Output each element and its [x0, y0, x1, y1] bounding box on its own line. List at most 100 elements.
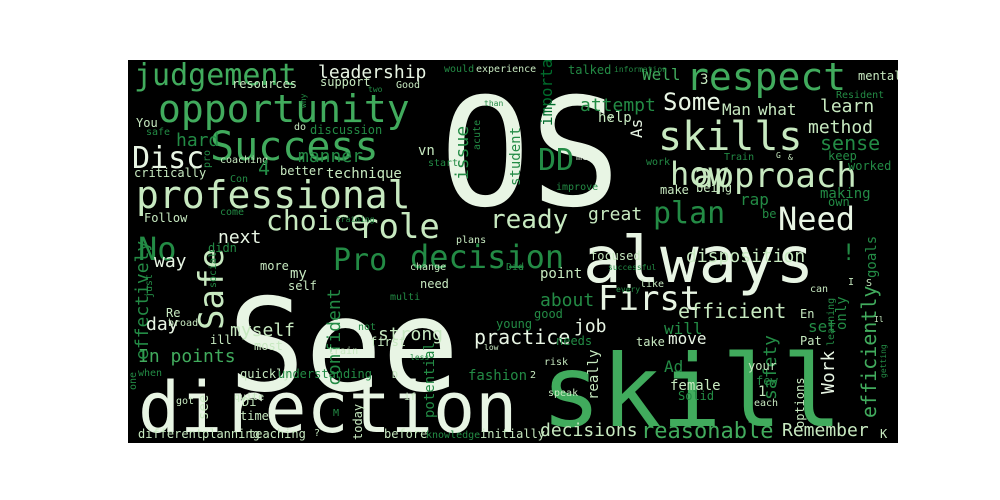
word-efficient: efficient [678, 299, 786, 323]
word-see: See [228, 272, 459, 421]
word-direction: direction [138, 367, 517, 443]
word-decision: decision [410, 238, 564, 276]
word-4: 4 [258, 156, 270, 180]
word-options: options [793, 377, 807, 428]
word-safety: safety [760, 335, 781, 400]
word-just: just [144, 274, 155, 298]
word-dd: DD [538, 143, 574, 178]
word-hard: hard [176, 130, 219, 151]
word-di: Di [242, 395, 256, 409]
word-more: more [260, 259, 289, 273]
word-today: today [351, 404, 365, 440]
word-self: self [288, 279, 317, 293]
word-disposition: disposition [686, 246, 805, 267]
word-can: can [810, 284, 828, 295]
word-follow: Follow [144, 211, 188, 225]
word-method: method [808, 117, 873, 138]
word-cloud: See OS skill always direction opportunity prof… [128, 60, 898, 443]
word-respect: respect [686, 60, 846, 99]
word-young: young [496, 317, 532, 331]
word-plans: plans [456, 235, 486, 246]
word-solid: Solid [678, 389, 714, 403]
word-be: be [762, 207, 776, 221]
word-really: really [586, 349, 602, 400]
word-good: good [534, 307, 563, 321]
word-before: before [384, 427, 427, 441]
word-no: No [138, 230, 177, 268]
word-my: my [290, 266, 307, 282]
word-what: what [758, 100, 797, 119]
word-like: like [640, 279, 664, 290]
word-critically: critically [134, 166, 206, 180]
word-training: training [336, 215, 375, 224]
word-than: than [484, 99, 503, 108]
word-didn: didn [208, 241, 237, 255]
word-quite: quite [234, 392, 264, 403]
word-cloud-canvas: SeeOSskillalwaysdirectionopportunityprof… [128, 60, 898, 443]
word-s: S [866, 278, 872, 289]
word-your: your [748, 359, 777, 373]
word-time: time [240, 409, 269, 423]
word-some: Some [663, 88, 721, 116]
word-ill: ill [210, 333, 232, 347]
word-role: role [358, 207, 440, 247]
word-myself: myself [230, 320, 295, 341]
word-manner: manner [298, 146, 363, 167]
word-d: D [392, 370, 398, 381]
word-make: make [660, 183, 689, 197]
word-understanding: understanding [278, 367, 372, 381]
word-knowledge: knowledge [426, 430, 480, 441]
word-low: low [484, 343, 499, 352]
word-sym: ? [314, 428, 320, 439]
word-need: need [420, 277, 449, 291]
word-own: own [828, 195, 850, 209]
word-focused: focused [590, 249, 641, 263]
word-broad: broad [168, 318, 198, 329]
word-judgement: judgement [134, 60, 297, 93]
word-do: do [294, 122, 306, 133]
word-needs: needs [556, 334, 592, 348]
word-better: better [280, 164, 323, 178]
word-first: First [598, 279, 700, 319]
word-pro: pro [202, 150, 213, 168]
word-sym: & [788, 153, 793, 162]
word-mental: mental [858, 69, 898, 83]
word-talked: talked [568, 63, 611, 77]
word-student: student [508, 127, 524, 186]
word-safe: safe [146, 127, 170, 138]
word-when: when [138, 368, 162, 379]
word-success: Success [210, 124, 379, 170]
word-resident: Resident [836, 90, 884, 101]
word-1: 1 [758, 384, 766, 400]
word-teaching: teaching [248, 427, 306, 441]
word-experience: experience [476, 64, 536, 75]
word-opportunity: opportunity [158, 87, 410, 131]
word-train: Train [724, 152, 754, 163]
word-disc: Disc [132, 141, 204, 176]
word-skill: skill [541, 333, 842, 443]
word-not: not [358, 322, 376, 333]
word-professional: professional [136, 173, 411, 217]
word-always: always [583, 224, 814, 298]
word-got: got [176, 396, 194, 407]
word-two: two [368, 85, 383, 94]
word-will: will [664, 319, 703, 338]
word-every: every [616, 285, 640, 294]
word-3: 3 [700, 72, 708, 88]
word-work: work [646, 157, 670, 168]
word-change: change [410, 262, 446, 273]
word-effectively: effectively [132, 241, 153, 360]
word-train: train [328, 346, 358, 357]
word-point: point [540, 266, 582, 282]
word-reasonable: reasonable [641, 419, 773, 443]
word-potential: potential [422, 342, 438, 418]
word-2: 2 [530, 370, 536, 381]
word-sym: ! [842, 241, 855, 266]
word-great: great [588, 204, 642, 225]
word-as: As [627, 119, 646, 138]
word-getting: getting [879, 344, 888, 378]
word-leadership: leadership [318, 62, 426, 83]
word-fashion: fashion [468, 368, 527, 384]
word-remember: Remember [782, 420, 869, 441]
word-v: v [608, 113, 613, 122]
